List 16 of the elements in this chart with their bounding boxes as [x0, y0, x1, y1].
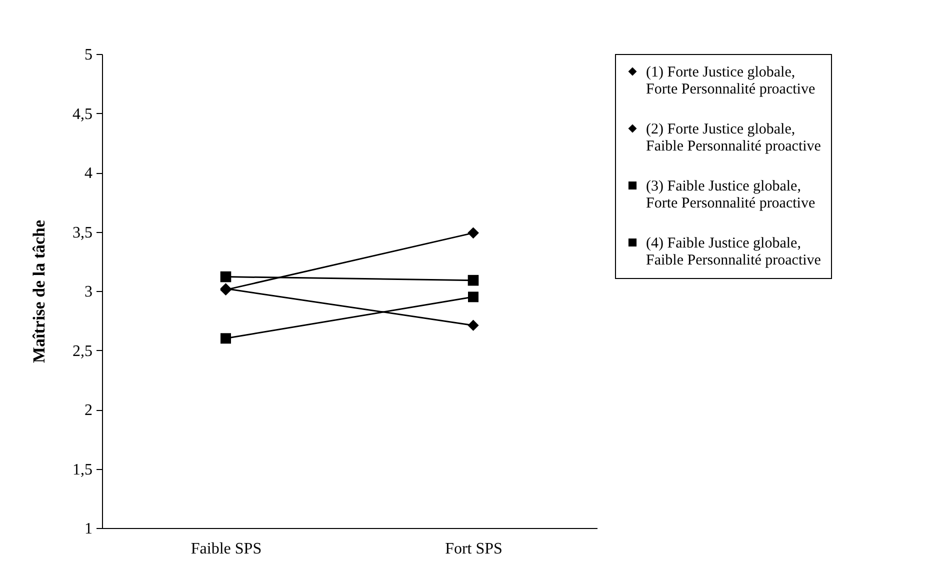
y-tick-label: 1,5 [72, 461, 92, 478]
y-tick-label: 4,5 [72, 106, 92, 123]
y-tick-label: 1 [84, 520, 92, 538]
y-tick-label: 3,5 [72, 224, 92, 242]
y-tick-label: 4 [84, 165, 92, 182]
legend-label: (1) Forte Justice globale, Forte Personnalité proactive [646, 64, 816, 98]
legend-label: (4) Faible Justice globale, Faible Personnalité proactive [646, 236, 822, 268]
y-tick-label: 5 [84, 46, 92, 64]
y-tick-label: 2,5 [72, 342, 92, 360]
y-tick-label: 3 [84, 284, 92, 300]
legend-label: (3) Faible Justice globale, Forte Personnalité proactive [646, 178, 816, 212]
legend-label: (2) Forte Justice globale, Faible Personnalité proactive [646, 122, 822, 154]
y-axis-title: Maîtrise de la tâche [30, 220, 48, 364]
x-tick-label: Faible SPS [190, 540, 262, 558]
x-tick-label: Fort SPS [445, 540, 502, 558]
y-tick-label: 2 [84, 402, 92, 419]
